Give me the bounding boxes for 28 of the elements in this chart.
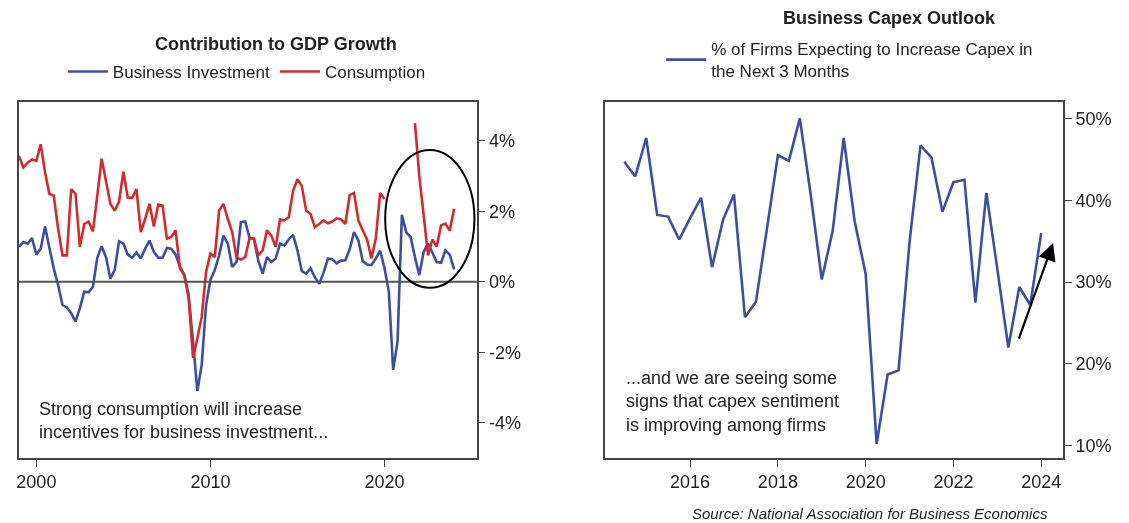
- y-tick-label: -2%: [489, 342, 522, 363]
- x-tick-label: 2020: [364, 472, 405, 493]
- source-note: Source: National Association for Business Economics: [692, 505, 1048, 522]
- y-tick-label: 0%: [489, 272, 516, 293]
- y-tick-label: 30%: [1075, 272, 1112, 293]
- chart-title: Contribution to GDP Growth: [155, 34, 397, 54]
- x-tick-label: 2010: [190, 472, 231, 493]
- line-series: [622, 117, 1043, 446]
- y-tick-label: 50%: [1075, 108, 1112, 129]
- x-tick-label: 2020: [845, 472, 886, 493]
- y-tick-label: 4%: [489, 131, 516, 152]
- legend-label: Business Investment: [112, 63, 270, 83]
- legend-label: Consumption: [324, 63, 426, 83]
- annotation: Strong consumption will increase incentives for business investment...: [39, 399, 329, 443]
- annotation: ...and we are seeing some signs that capex sentiment is improving among firms: [626, 368, 840, 435]
- legend-label: % of Firms Expecting to Increase Capex in the Next 3 Months: [711, 40, 1033, 82]
- y-tick-label: -4%: [489, 413, 522, 434]
- x-tick-label: 2024: [1021, 472, 1062, 493]
- x-tick-label: 2022: [933, 472, 974, 493]
- y-tick-label: 40%: [1075, 190, 1112, 211]
- x-tick-label: 2018: [757, 472, 798, 493]
- x-tick-label: 2016: [670, 472, 711, 493]
- y-tick-label: 2%: [489, 201, 516, 222]
- chart-title: Business Capex Outlook: [783, 8, 997, 28]
- line-series: [18, 213, 456, 393]
- y-tick-label: 20%: [1075, 354, 1112, 375]
- y-tick-label: 10%: [1075, 436, 1112, 457]
- x-tick-label: 2000: [16, 472, 57, 493]
